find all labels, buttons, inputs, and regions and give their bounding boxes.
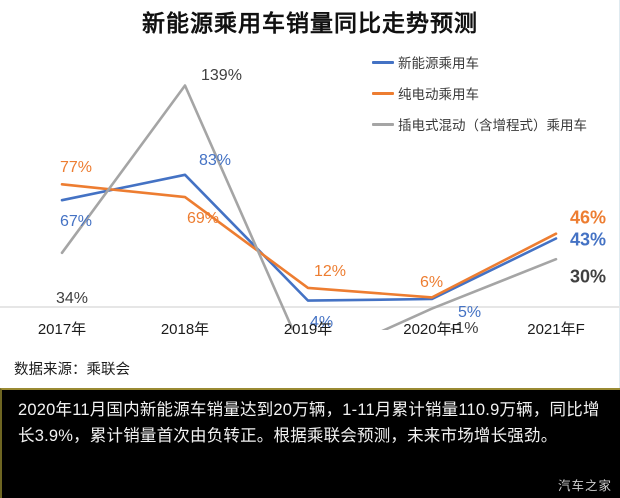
data-label: 83% xyxy=(199,151,232,169)
data-label: 69% xyxy=(187,210,220,228)
legend-item-label: 插电式混动（含增程式）乘用车 xyxy=(398,118,587,133)
legend-line-swatch xyxy=(372,60,394,64)
x-axis-label-2: 2018年 xyxy=(160,321,210,338)
data-label: -1% xyxy=(450,319,479,337)
legend-item-2[interactable]: 纯电动乘用车 xyxy=(372,83,612,103)
series-line-1[interactable] xyxy=(60,173,558,302)
x-axis-tick-labels: 2017年 2018年 2019年 2020年F 2021年F xyxy=(0,318,620,346)
data-label: 67% xyxy=(60,213,93,231)
data-label: 12% xyxy=(314,262,347,280)
source-note: 数据来源：乘联会 xyxy=(14,362,130,378)
chart-legend: 新能源乘用车 纯电动乘用车插电式混动（含增程式）乘用车 xyxy=(372,52,612,145)
line-chart-svg xyxy=(0,84,620,331)
x-axis-label-4: 2020年F xyxy=(403,321,461,338)
x-axis-label-1: 2017年 xyxy=(37,321,87,338)
data-label: 30% xyxy=(570,266,607,287)
data-label: 139% xyxy=(201,66,242,84)
data-label: 4% xyxy=(310,313,334,331)
x-axis-label-3: 2019年 xyxy=(283,321,333,338)
series-line-3[interactable] xyxy=(60,84,558,331)
legend-item-1[interactable]: 新能源乘用车 xyxy=(372,52,612,72)
data-label: 43% xyxy=(570,229,607,250)
legend-item-label: 纯电动乘用车 xyxy=(398,87,479,102)
data-label: 6% xyxy=(420,274,444,292)
data-label: 34% xyxy=(56,289,89,307)
caption-text: 2020年11月国内新能源车销量达到20万辆，1-11月累计销量110.9万辆，… xyxy=(18,401,600,445)
series-line-2[interactable] xyxy=(60,183,558,299)
data-label: 46% xyxy=(570,207,607,228)
legend-line-swatch xyxy=(372,122,394,126)
watermark: 汽车之家 xyxy=(557,479,612,493)
data-label: 77% xyxy=(60,159,93,177)
page-title: 新能源乘用车销量同比走势预测 xyxy=(142,10,478,36)
data-label: 5% xyxy=(458,304,482,322)
caption-box: 2020年11月国内新能源车销量达到20万辆，1-11月累计销量110.9万辆，… xyxy=(0,388,620,498)
legend-item-3[interactable]: 插电式混动（含增程式）乘用车 xyxy=(372,114,612,134)
chart-card: 新能源乘用车销量同比走势预测 新能源乘用车 纯电动乘用车插电式混动（含增程式）乘用… xyxy=(0,0,620,388)
line-chart-plot-area: 67% 83% 4% 5% 43% 77% 69% 12% 6% 46% 34% 139% -1% 30% xyxy=(0,40,620,337)
x-axis-label-5: 2021年F xyxy=(527,321,585,338)
legend-item-label: 新能源乘用车 xyxy=(398,56,479,71)
legend-line-swatch xyxy=(372,91,394,95)
